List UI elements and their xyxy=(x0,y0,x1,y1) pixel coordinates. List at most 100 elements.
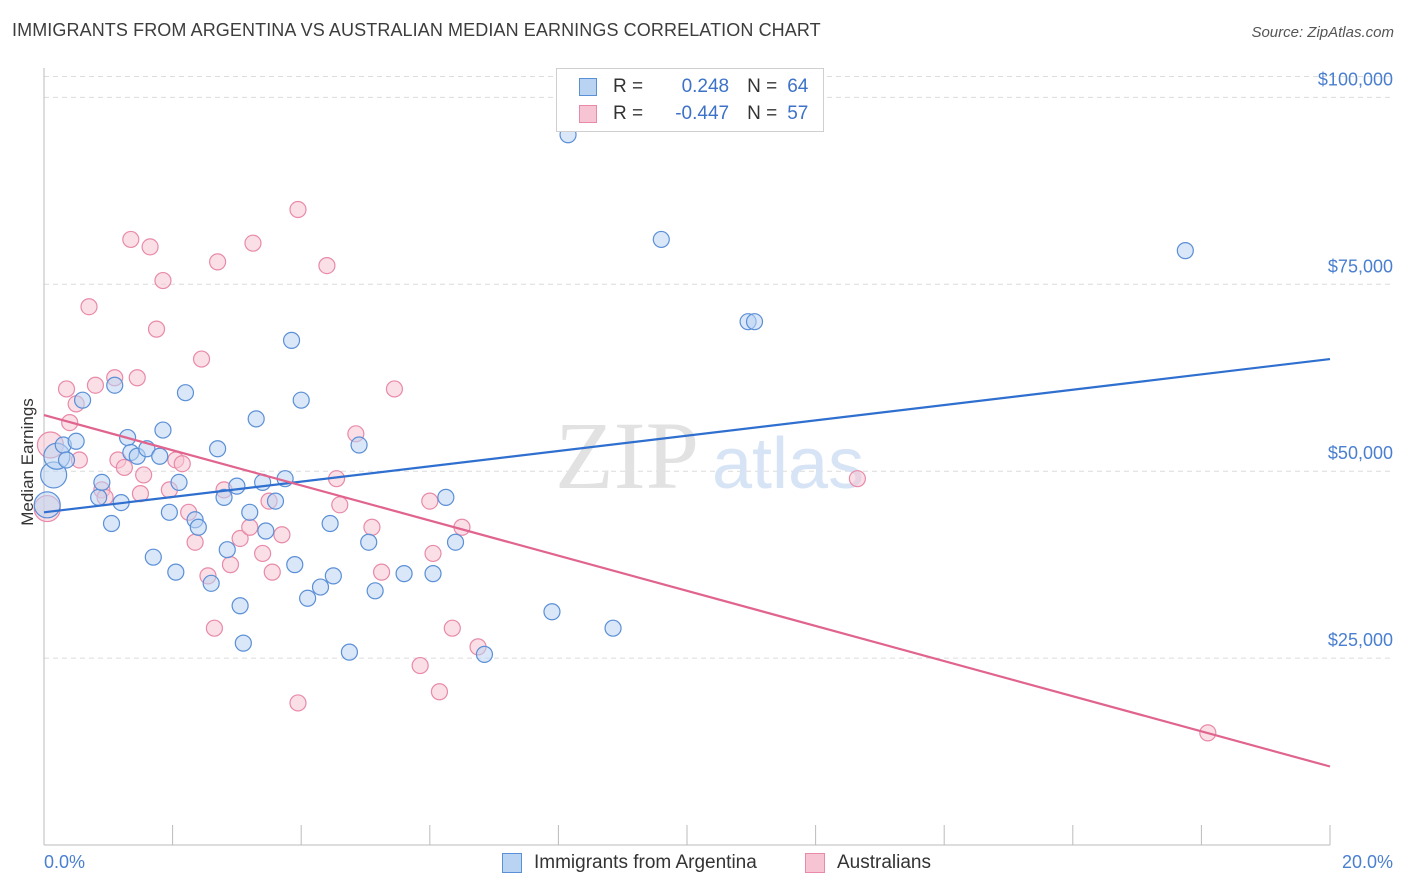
trend-lines xyxy=(43,357,1331,768)
chart-title: IMMIGRANTS FROM ARGENTINA VS AUSTRALIAN … xyxy=(12,20,821,40)
trend-line-argentina xyxy=(43,357,1331,514)
watermark: ZIP atlas xyxy=(555,402,864,509)
data-point-argentina xyxy=(67,432,85,450)
data-point-argentina xyxy=(475,645,494,663)
data-point-argentina xyxy=(215,488,233,506)
data-point-argentina xyxy=(395,565,413,583)
legend-swatch-pink xyxy=(579,105,597,123)
data-point-australians xyxy=(57,380,76,398)
data-point-argentina xyxy=(282,331,301,349)
data-point-australians xyxy=(273,526,291,544)
data-point-australians xyxy=(385,380,404,398)
legend-r-label: R = xyxy=(613,76,644,97)
data-point-argentina xyxy=(340,643,359,661)
data-point-australians xyxy=(209,253,227,271)
legend-n-value: 64 xyxy=(787,76,809,97)
data-point-australians xyxy=(372,563,391,581)
legend-r-value: -0.447 xyxy=(675,103,730,124)
data-point-argentina xyxy=(745,313,764,331)
data-point-argentina xyxy=(167,563,185,581)
legend-item-argentina[interactable]: Immigrants from Argentina xyxy=(502,852,757,874)
data-point-argentina xyxy=(292,391,310,409)
data-point-argentina xyxy=(350,436,368,454)
data-point-australians xyxy=(424,544,442,563)
data-point-australians xyxy=(363,518,381,536)
data-point-australians xyxy=(289,200,307,219)
series-australians xyxy=(33,200,1217,742)
data-point-argentina xyxy=(170,473,188,492)
data-point-australians xyxy=(318,256,336,275)
data-point-australians xyxy=(331,496,349,514)
data-point-australians xyxy=(173,455,191,473)
data-point-argentina xyxy=(144,548,162,566)
data-point-argentina xyxy=(106,376,124,394)
legend-row-argentina: R = 0.248 N = 64 xyxy=(579,74,808,100)
data-point-argentina xyxy=(209,440,227,458)
data-point-argentina xyxy=(241,503,259,521)
data-point-australians xyxy=(147,320,166,338)
y-tick-label: $25,000 xyxy=(1328,630,1393,650)
data-point-australians xyxy=(205,619,223,637)
trend-line-australians xyxy=(43,414,1331,768)
legend-swatch-blue xyxy=(579,78,597,96)
data-point-australians xyxy=(135,466,153,484)
series-legend: Immigrants from Argentina Australians xyxy=(0,852,1406,878)
legend-n-value: 57 xyxy=(787,103,809,124)
data-point-australians xyxy=(122,230,140,249)
data-point-argentina xyxy=(324,567,342,585)
data-point-argentina xyxy=(189,518,207,536)
data-point-australians xyxy=(411,656,429,675)
data-point-argentina xyxy=(1176,242,1194,260)
y-tick-label: $75,000 xyxy=(1328,256,1393,276)
y-axis-label: Median Earnings xyxy=(18,398,37,526)
data-point-argentina xyxy=(93,473,111,492)
data-point-argentina xyxy=(360,533,378,551)
data-point-argentina xyxy=(90,488,108,506)
data-point-australians xyxy=(263,563,281,581)
data-point-australians xyxy=(289,694,307,712)
tick-labels: $25,000 $50,000 $75,000 $100,000 0.0% 20.0% xyxy=(44,69,1393,872)
x-tick-label: 20.0% xyxy=(1342,852,1393,872)
legend-n-label: N = xyxy=(747,103,778,124)
source-credit: Source: ZipAtlas.com xyxy=(1251,24,1394,41)
data-point-australians xyxy=(430,683,449,701)
data-point-argentina xyxy=(266,492,285,510)
data-point-australians xyxy=(86,376,105,394)
data-point-australians xyxy=(244,234,262,252)
data-point-argentina xyxy=(33,491,61,519)
data-point-australians xyxy=(192,350,211,368)
data-point-argentina xyxy=(160,503,178,521)
data-point-argentina xyxy=(234,634,252,652)
data-point-australians xyxy=(186,533,204,551)
data-point-argentina xyxy=(151,447,169,465)
data-point-argentina xyxy=(437,488,455,506)
x-tick-label: 0.0% xyxy=(44,852,85,872)
data-point-australians xyxy=(231,529,249,548)
legend-swatch-blue xyxy=(502,853,522,873)
legend-r-value: 0.248 xyxy=(681,76,730,97)
data-point-australians xyxy=(115,458,133,477)
data-point-australians xyxy=(154,271,172,290)
y-tick-label: $50,000 xyxy=(1328,443,1393,463)
data-point-argentina xyxy=(73,391,92,409)
data-point-argentina xyxy=(604,619,622,637)
data-point-argentina xyxy=(154,421,172,439)
data-point-argentina xyxy=(652,230,670,249)
data-point-australians xyxy=(141,238,159,256)
data-point-australians xyxy=(128,369,146,387)
data-point-australians xyxy=(443,619,461,637)
data-point-argentina xyxy=(57,451,76,469)
watermark-zip: ZIP xyxy=(555,402,699,509)
data-point-argentina xyxy=(446,533,465,551)
data-point-argentina xyxy=(102,514,121,533)
legend-item-australians[interactable]: Australians xyxy=(805,852,931,874)
data-point-argentina xyxy=(311,578,330,596)
data-point-australians xyxy=(221,556,240,574)
legend-row-australians: R = -0.447 N = 57 xyxy=(579,101,808,127)
data-point-argentina xyxy=(231,597,249,615)
series-argentina xyxy=(33,126,1194,663)
legend-label-australians: Australians xyxy=(837,852,931,873)
data-point-australians xyxy=(254,544,272,563)
legend-label-argentina: Immigrants from Argentina xyxy=(534,852,757,873)
